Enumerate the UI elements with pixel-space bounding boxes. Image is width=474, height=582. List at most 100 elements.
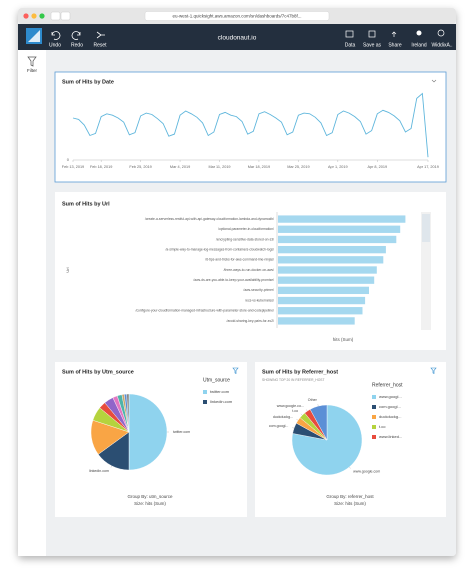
- url: eu-west-1.quicksight.aws.amazon.com/sn/d…: [172, 13, 301, 18]
- x-tick-label: Mar 4, 2019: [170, 165, 190, 169]
- panel[interactable]: [54, 71, 447, 183]
- y-tick-label: /configure-your-cloudformation-managed-i…: [135, 309, 274, 313]
- filter-indicator[interactable]: [430, 367, 437, 375]
- size-label: Size: hits (Sum): [334, 501, 366, 506]
- save-as-label[interactable]: Save as: [363, 42, 382, 48]
- zoom-button[interactable]: [39, 13, 45, 19]
- data-label[interactable]: Data: [345, 42, 356, 48]
- leader-line: [306, 409, 308, 412]
- collapse-icon[interactable]: [431, 79, 437, 83]
- bar: [278, 245, 386, 254]
- data-icon[interactable]: [345, 30, 354, 38]
- y-tick-label: /ecs-vs-kubernetes/: [245, 298, 274, 302]
- undo-label[interactable]: Undo: [49, 42, 61, 48]
- dashboard-title: cloudonaut.io: [218, 35, 257, 42]
- slice-label: twitter.com: [173, 430, 190, 434]
- y-tick-label: /aws-ds-are-you-able-to-keep-your-availa…: [193, 278, 274, 282]
- legend-label: linkedin.com: [210, 399, 233, 404]
- minimize-button[interactable]: [31, 13, 37, 19]
- user-label[interactable]: WiddixA..: [431, 42, 452, 48]
- logo-mark: [28, 30, 40, 42]
- y-tick-label: /a-simple-way-to-manage-log-messages-fro…: [166, 248, 275, 252]
- bar: [278, 215, 406, 223]
- close-button[interactable]: [23, 13, 29, 19]
- x-tick-label: Feb 13, 2019: [62, 165, 84, 169]
- legend-label: t.co: [379, 424, 386, 429]
- bar: [278, 296, 366, 305]
- legend-swatch: [372, 415, 376, 419]
- slice-label: www.google.co...: [277, 404, 304, 408]
- bar: [278, 266, 377, 274]
- y-tick-label: /avoid-sharing-key-pairs-for-ec2/: [227, 319, 275, 323]
- legend-label: www.linked...: [379, 434, 402, 439]
- filter-indicator[interactable]: [232, 367, 239, 375]
- region-label[interactable]: Ireland: [411, 42, 427, 48]
- visual-title: Sum of Hits by Utm_source: [62, 369, 134, 375]
- address-bar[interactable]: [144, 11, 330, 21]
- y-axis-label: Url: [65, 267, 70, 272]
- scrollbar[interactable]: [421, 212, 431, 330]
- slice-label: linkedin.com: [89, 469, 109, 473]
- legend-label: twitter.com: [210, 389, 230, 394]
- undo-icon[interactable]: [51, 31, 61, 40]
- scroll-thumb[interactable]: [422, 214, 430, 242]
- legend-swatch: [203, 400, 207, 404]
- size-label: Size: hits (Sum): [134, 501, 166, 506]
- x-tick-label: Mar 11, 2019: [208, 165, 230, 169]
- filter-icon[interactable]: [27, 56, 37, 67]
- reset-label[interactable]: Reset: [93, 42, 107, 48]
- reset-icon[interactable]: [96, 31, 105, 39]
- bar: [278, 276, 375, 284]
- x-axis-label: hits (Sum): [333, 337, 354, 342]
- y-tick-label: /optional-parameter-in-cloudformation/: [218, 227, 274, 231]
- redo-label[interactable]: Redo: [71, 42, 83, 48]
- leader-line: [300, 413, 303, 416]
- group-by: Group By: utm_source: [127, 494, 173, 499]
- save-icon[interactable]: [368, 30, 376, 38]
- slice-label: duckduckg...: [273, 415, 293, 419]
- legend-title: Utm_source: [203, 377, 230, 383]
- redo-icon[interactable]: [71, 31, 81, 40]
- y-tick-label: /encrypting-sensitive-data-stored-on-s3/: [216, 237, 274, 241]
- x-tick-label: Apr 17, 2019: [417, 165, 439, 169]
- y-tick-label: /6-tips-and-tricks-for-aws-command-line-…: [205, 258, 274, 262]
- visual-title: Sum of Hits by Url: [62, 201, 110, 207]
- leader-line: [296, 419, 299, 421]
- bar: [278, 317, 355, 325]
- filter-label[interactable]: Filter: [27, 68, 38, 73]
- back-button[interactable]: [50, 11, 61, 21]
- slice-label: com.googl...: [269, 424, 289, 428]
- y-tick-label: /create-a-serverless-restful-api-with-ap…: [145, 217, 274, 221]
- legend-swatch: [372, 425, 376, 429]
- leader-line: [110, 465, 112, 468]
- group-by: Group By: referrer_host: [326, 494, 374, 499]
- legend-label: www.googl...: [379, 394, 402, 399]
- legend-label: duckduckg...: [379, 414, 401, 419]
- x-tick-label: Feb 25, 2019: [129, 165, 151, 169]
- x-tick-label: Apr 1, 2019: [328, 165, 348, 169]
- user-icon[interactable]: [437, 29, 445, 37]
- legend-label: com.googl...: [379, 404, 401, 409]
- share-label[interactable]: Share: [388, 42, 402, 48]
- share-icon[interactable]: [391, 31, 397, 37]
- slice-label: Other: [308, 398, 318, 402]
- forward-button[interactable]: [60, 11, 71, 21]
- legend-swatch: [203, 390, 207, 394]
- leader-line: [292, 427, 295, 429]
- visual-title: Sum of Hits by Date: [62, 79, 114, 85]
- leader-line: [349, 466, 351, 469]
- y-tick-label: /three-ways-to-run-docker-on-aws/: [224, 268, 274, 272]
- sidebar: [18, 50, 46, 556]
- bar: [278, 286, 369, 295]
- legend-swatch: [372, 395, 376, 399]
- y-tick-label: 0: [67, 157, 70, 162]
- x-tick-label: Feb 18, 2019: [90, 165, 112, 169]
- x-tick-label: Apr 8, 2019: [367, 165, 387, 169]
- bar: [278, 235, 397, 244]
- x-tick-label: Mar 25, 2019: [287, 165, 309, 169]
- toolbar: [18, 24, 456, 50]
- region-icon[interactable]: [416, 30, 422, 36]
- legend-title: Referrer_host: [372, 382, 403, 388]
- bar: [278, 256, 384, 264]
